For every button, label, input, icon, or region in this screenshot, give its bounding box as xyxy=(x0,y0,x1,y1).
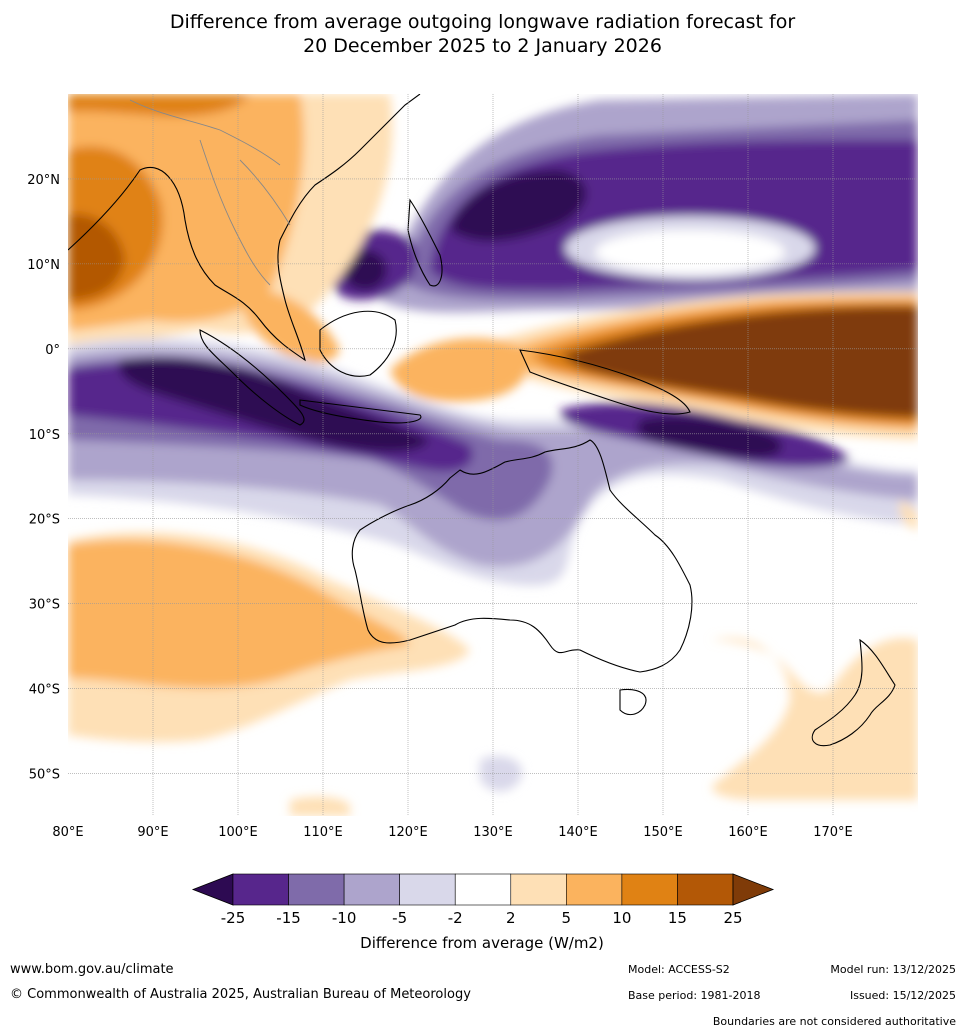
title-line-1: Difference from average outgoing longwav… xyxy=(169,11,796,33)
lon-label: 90°E xyxy=(137,825,168,840)
colorbar-segment xyxy=(232,873,289,906)
lat-label: 30°S xyxy=(29,598,60,613)
colorbar-tick-label: -25 xyxy=(221,909,246,927)
colorbar-segment xyxy=(288,873,345,906)
lat-label: 10°S xyxy=(29,428,60,443)
issued-date: Issued: 15/12/2025 xyxy=(849,989,956,1002)
colorbar-max-arrow xyxy=(732,873,775,906)
lon-label: 150°E xyxy=(643,825,683,840)
latitude-labels: 20°N 10°N 0° 10°S 20°S 30°S 40°S 50°S xyxy=(27,173,60,783)
lat-label: 10°N xyxy=(27,258,60,273)
copyright-text: © Commonwealth of Australia 2025, Austra… xyxy=(10,987,471,1002)
base-period: Base period: 1981-2018 xyxy=(628,989,761,1002)
colorbar-segment xyxy=(454,873,512,906)
colorbar-segment xyxy=(510,873,567,906)
colorbar-tick-label: 10 xyxy=(612,909,631,927)
longitude-labels: 80°E 90°E 100°E 110°E 120°E 130°E 140°E 150°E 16… xyxy=(52,825,852,840)
lon-label: 130°E xyxy=(473,825,513,840)
colorbar-tick-label: -2 xyxy=(448,909,463,927)
colorbar-tick-label: 5 xyxy=(562,909,572,927)
colorbar: -25 -15 -10 -5 -2 2 5 10 15 25 xyxy=(191,873,775,927)
colorbar-min-arrow xyxy=(191,873,234,906)
lon-label: 100°E xyxy=(218,825,258,840)
colorbar-segment xyxy=(621,873,678,906)
model-name: Model: ACCESS-S2 xyxy=(628,963,730,976)
lat-label: 20°S xyxy=(29,513,60,528)
title-line-2: 20 December 2025 to 2 January 2026 xyxy=(303,35,662,57)
borneo-coastline xyxy=(319,310,397,377)
lon-label: 120°E xyxy=(388,825,428,840)
nz-coastline xyxy=(811,638,896,747)
website-url: www.bom.gov.au/climate xyxy=(10,962,174,977)
colorbar-segment xyxy=(677,873,734,906)
lon-label: 140°E xyxy=(558,825,598,840)
colorbar-segment xyxy=(343,873,400,906)
tasmania-coastline xyxy=(619,688,647,716)
colorbar-tick-label: -5 xyxy=(392,909,407,927)
colorbar-tick-label: 15 xyxy=(668,909,687,927)
colorbar-tick-label: -10 xyxy=(332,909,357,927)
asia-coastline xyxy=(68,94,421,362)
gridlines xyxy=(68,94,918,816)
philippines-coastline xyxy=(407,198,443,287)
australia-coastline xyxy=(351,439,693,673)
colorbar-tick-label: -15 xyxy=(276,909,301,927)
lon-label: 110°E xyxy=(303,825,343,840)
coastlines xyxy=(68,94,896,747)
colorbar-tick-label: 2 xyxy=(506,909,516,927)
sumatra-coastline xyxy=(199,329,305,426)
lon-label: 80°E xyxy=(52,825,83,840)
country-borders xyxy=(129,99,291,286)
colorbar-segment xyxy=(399,873,456,906)
lat-label: 40°S xyxy=(29,683,60,698)
model-run-date: Model run: 13/12/2025 xyxy=(830,963,956,976)
lon-label: 160°E xyxy=(728,825,768,840)
colorbar-tick-label: 25 xyxy=(723,909,742,927)
colorbar-segment xyxy=(566,873,623,906)
lat-label: 0° xyxy=(45,343,60,358)
lat-label: 50°S xyxy=(29,768,60,783)
newguinea-coastline xyxy=(519,349,691,415)
disclaimer-text: Boundaries are not considered authoritat… xyxy=(712,1015,956,1028)
lon-label: 170°E xyxy=(813,825,853,840)
java-coastline xyxy=(299,399,422,424)
lat-label: 20°N xyxy=(27,173,60,188)
chart-title: Difference from average outgoing longwav… xyxy=(0,10,965,58)
colorbar-label: Difference from average (W/m2) xyxy=(360,934,604,952)
